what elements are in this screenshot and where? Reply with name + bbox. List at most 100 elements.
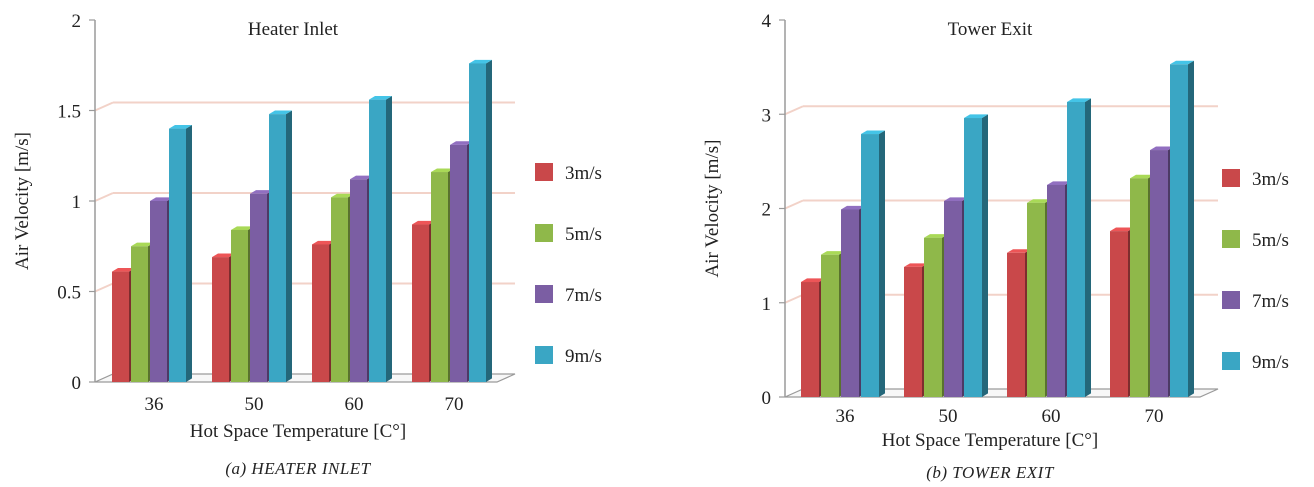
bar-top (904, 263, 928, 267)
bar-top (1007, 249, 1031, 253)
legend-label: 5m/s (1252, 230, 1289, 251)
chart-heater-inlet: 0 0.5 1 1.5 2 36 50 60 70 Heater Inlet Hot Space T… (12, 11, 602, 478)
bar-top (1027, 199, 1051, 203)
bar-top (1170, 60, 1194, 65)
legend-label: 5m/s (565, 224, 602, 245)
bar-top (964, 114, 988, 119)
bar-side (186, 125, 192, 382)
y-tick-label: 1 (762, 294, 772, 315)
bar-top (412, 220, 435, 225)
bar (964, 118, 982, 398)
bar-top (212, 253, 235, 258)
legend-swatch (1222, 352, 1240, 370)
bar-top (450, 141, 473, 145)
bar (450, 144, 467, 382)
y-tick-label: 0 (72, 373, 82, 394)
bar-side (286, 110, 292, 383)
bar-side (386, 96, 392, 382)
x-tick-label: 36 (836, 406, 855, 427)
y-tick-label: 1.5 (57, 102, 81, 123)
bar (1170, 64, 1188, 398)
bar-top (431, 168, 454, 173)
legend-swatch (1222, 230, 1240, 248)
y-tick-label: 2 (762, 200, 772, 221)
y-tick-label: 0.5 (57, 283, 81, 304)
x-axis-label: Hot Space Temperature [C°] (190, 421, 406, 442)
figure-caption: (b) TOWER EXIT (926, 463, 1055, 482)
bar-top (369, 96, 392, 100)
legend-swatch (1222, 291, 1240, 309)
legend-label: 3m/s (1252, 169, 1289, 190)
legend-label: 7m/s (1252, 291, 1289, 312)
x-tick-label: 36 (145, 394, 164, 415)
bar (1150, 150, 1168, 397)
bar (131, 246, 148, 382)
bar-top (1047, 181, 1071, 185)
gridline-depth (784, 293, 804, 304)
bar (212, 257, 229, 382)
x-tick-label: 70 (1145, 406, 1164, 427)
bar-side (879, 130, 885, 397)
chart-tower-exit: 0 1 2 3 4 36 50 60 70 Tower Exit Hot Space Tempera… (702, 11, 1289, 482)
bar (801, 282, 819, 397)
bar-top (312, 240, 335, 245)
bar (1130, 178, 1148, 397)
y-axis-label: Air Velocity [m/s] (12, 132, 33, 270)
bar (1110, 231, 1128, 397)
bar (331, 197, 348, 382)
bar-top (112, 267, 135, 272)
bar (861, 134, 879, 398)
bar (841, 209, 859, 397)
bar-top (269, 110, 292, 115)
x-axis-label: Hot Space Temperature [C°] (882, 430, 1098, 451)
bar-top (150, 197, 173, 201)
bar-top (131, 242, 154, 247)
bar (924, 237, 942, 397)
bar (412, 224, 429, 382)
legend-label: 9m/s (1252, 352, 1289, 373)
bar-side (486, 59, 492, 383)
bar (312, 244, 329, 382)
y-tick-label: 0 (762, 388, 772, 409)
bar (250, 193, 267, 382)
y-tick-label: 3 (762, 105, 772, 126)
x-tick-label: 70 (445, 394, 464, 415)
bar-top (169, 125, 192, 129)
bar (904, 266, 922, 397)
x-tick-label: 60 (1042, 406, 1061, 427)
x-tick-label: 60 (345, 394, 364, 415)
y-tick-label: 4 (762, 11, 772, 32)
legend-swatch (535, 285, 553, 303)
bar-top (1130, 174, 1154, 179)
x-tick-label: 50 (939, 406, 958, 427)
bar (169, 128, 186, 382)
bar (1027, 202, 1045, 397)
gridline-depth (94, 101, 114, 112)
bar-top (331, 193, 354, 198)
legend-swatch (535, 224, 553, 242)
gridline-depth (94, 282, 114, 293)
y-axis-label: Air Velocity [m/s] (702, 140, 723, 278)
bar-top (821, 251, 845, 255)
legend-swatch (1222, 169, 1240, 187)
bar (1047, 184, 1065, 397)
bar-top (1067, 98, 1091, 102)
gridline-depth (784, 105, 804, 116)
chart-title: Heater Inlet (248, 19, 339, 40)
bar (431, 172, 448, 382)
bar-top (469, 59, 492, 64)
bar (369, 99, 386, 382)
y-tick-label: 2 (72, 11, 82, 32)
legend-label: 3m/s (565, 163, 602, 184)
y-tick-label: 1 (72, 192, 82, 213)
bar-top (1150, 146, 1174, 151)
bar-top (231, 226, 254, 230)
bar (150, 201, 167, 382)
bar-top (944, 197, 968, 201)
bar (944, 200, 962, 397)
bar-top (1110, 227, 1134, 232)
bar-top (861, 130, 885, 135)
bar-side (1188, 60, 1194, 397)
legend-swatch (535, 346, 553, 364)
